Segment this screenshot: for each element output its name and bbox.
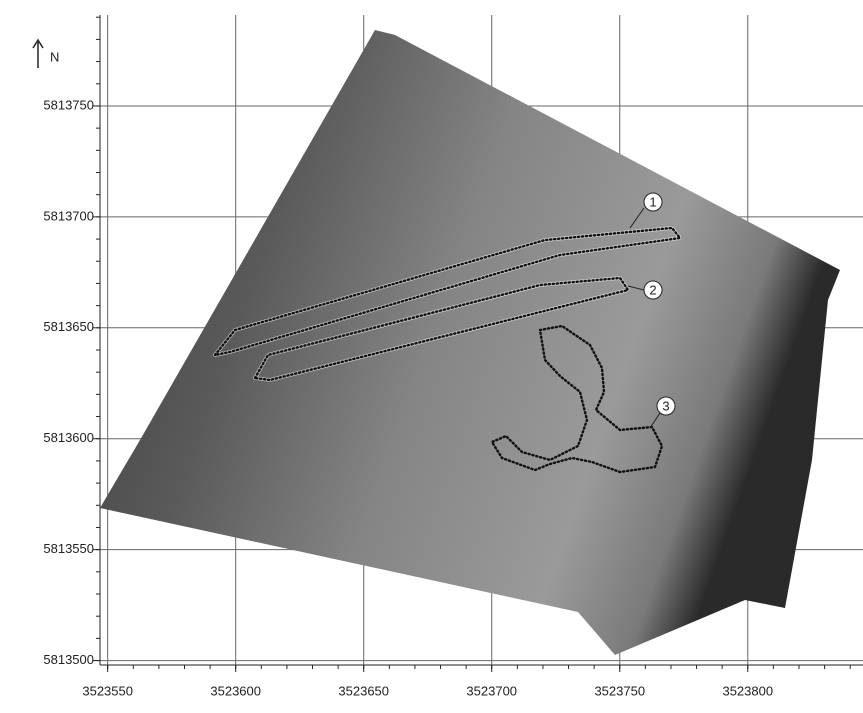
- x-tick-label: 3523700: [466, 683, 517, 698]
- x-tick-label: 3523550: [82, 683, 133, 698]
- y-tick-label: 5813700: [43, 208, 94, 223]
- y-tick-label: 5813550: [43, 541, 94, 556]
- y-tick-label: 5813600: [43, 430, 94, 445]
- x-tick-label: 3523800: [722, 683, 773, 698]
- zone-label: 1: [649, 194, 656, 209]
- north-label: N: [50, 49, 59, 64]
- y-tick-label: 5813500: [43, 652, 94, 667]
- y-tick-label: 5813750: [43, 97, 94, 112]
- x-tick-label: 3523650: [338, 683, 389, 698]
- x-tick-label: 3523600: [210, 683, 261, 698]
- y-tick-label: 5813650: [43, 319, 94, 334]
- map: 1 2 3 N 3523550 3523600 3523650 3523700 3523…: [0, 0, 863, 708]
- x-tick-label: 3523750: [594, 683, 645, 698]
- zone-label: 3: [662, 398, 669, 413]
- north-arrow: N: [33, 40, 59, 68]
- zone-label: 2: [649, 282, 656, 297]
- survey-area: [100, 30, 840, 655]
